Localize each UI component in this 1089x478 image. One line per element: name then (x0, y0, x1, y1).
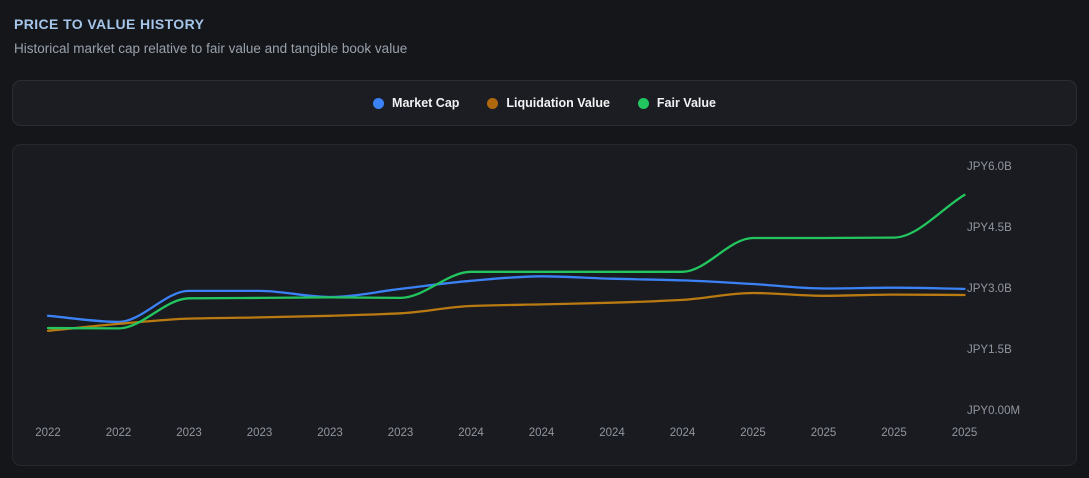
legend-label-liquidation-value: Liquidation Value (506, 96, 610, 110)
x-axis-label: 2023 (387, 427, 414, 439)
price-to-value-chart[interactable]: JPY6.0B JPY4.5B JPY3.0B JPY1.5B JPY0.00M 202… (12, 144, 1077, 466)
y-axis-label: JPY3.0B (967, 282, 1012, 295)
legend-item-fair-value[interactable]: Fair Value (637, 96, 716, 110)
legend-label-fair-value: Fair Value (656, 96, 716, 110)
x-axis-label: 2025 (881, 427, 907, 439)
x-axis-label: 2024 (528, 427, 555, 439)
section-title: PRICE TO VALUE HISTORY (14, 16, 205, 32)
y-axis-label: JPY0.00M (967, 405, 1021, 417)
legend-item-market-cap[interactable]: Market Cap (373, 96, 459, 110)
chart-line-market-cap (46, 275, 966, 324)
market-cap-dot-icon (373, 97, 385, 109)
liquidation-value-dot-icon (487, 97, 499, 109)
x-axis-label: 2025 (810, 427, 837, 439)
chart-line-fair-value (46, 193, 966, 330)
x-axis-label: 2025 (951, 427, 978, 439)
chart-lines[interactable] (13, 145, 1076, 465)
x-axis-label: 2023 (176, 427, 202, 439)
x-axis-label: 2025 (740, 427, 766, 439)
legend-item-liquidation-value[interactable]: Liquidation Value (487, 96, 610, 110)
y-axis-label: JPY4.5B (967, 221, 1012, 234)
section-subtitle: Historical market cap relative to fair v… (14, 41, 408, 56)
x-axis-label: 2022 (35, 427, 61, 439)
y-axis-label: JPY1.5B (967, 343, 1012, 356)
x-axis-label: 2024 (669, 427, 696, 439)
legend-label-market-cap: Market Cap (392, 96, 460, 110)
section-header: PRICE TO VALUE HISTORY Historical market… (14, 16, 407, 56)
x-axis-label: 2022 (105, 427, 132, 439)
x-axis-label: 2024 (458, 427, 484, 439)
chart-line-liquidation-value (46, 291, 966, 332)
x-axis-label: 2024 (599, 427, 625, 439)
chart-legend: Market Cap Liquidation Value Fair Value (12, 80, 1077, 126)
x-axis-label: 2023 (246, 427, 273, 439)
fair-value-dot-icon (637, 97, 649, 109)
x-axis-label: 2023 (317, 427, 343, 439)
y-axis-label: JPY6.0B (967, 160, 1012, 173)
